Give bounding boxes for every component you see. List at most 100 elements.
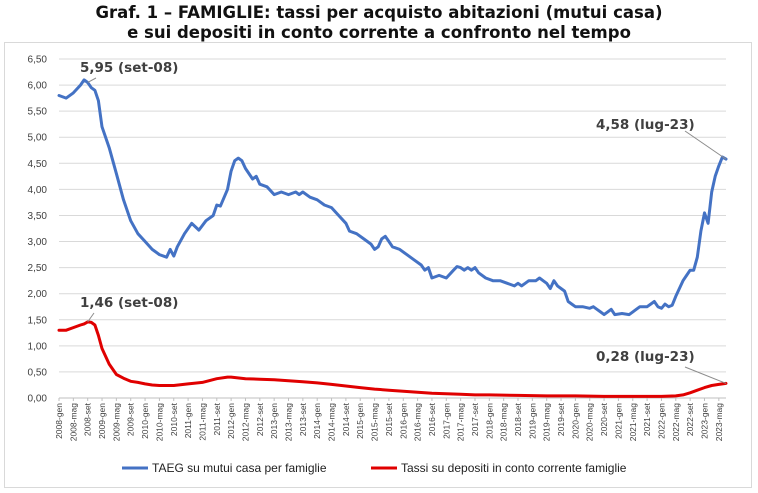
data-point: [406, 253, 408, 256]
data-point: [560, 287, 562, 290]
data-point: [216, 378, 218, 380]
data-point: [567, 300, 569, 303]
x-tick-label: 2009-set: [126, 402, 136, 436]
x-tick-label: 2010-set: [169, 402, 179, 436]
series-line: [57, 78, 728, 317]
data-point: [83, 79, 85, 81]
annotation-label: 0,28 (lug-23): [596, 349, 695, 365]
data-point: [97, 334, 100, 337]
x-tick-label: 2016-gen: [398, 403, 408, 439]
data-point: [90, 321, 92, 323]
data-point: [556, 285, 559, 287]
data-point: [581, 306, 584, 308]
data-point: [65, 97, 67, 99]
x-tick-label: 2017-set: [470, 402, 480, 436]
data-point: [596, 308, 598, 310]
data-point: [373, 388, 376, 390]
data-point: [546, 282, 548, 284]
data-point: [348, 230, 351, 232]
data-point: [538, 277, 541, 279]
y-tick-label: 6,50: [28, 55, 48, 66]
data-point: [191, 222, 193, 224]
data-point: [703, 212, 706, 214]
y-tick-label: 3,50: [28, 211, 48, 222]
data-point: [295, 191, 297, 193]
data-point: [108, 363, 110, 365]
data-point: [424, 269, 426, 271]
chart-frame: [4, 42, 752, 488]
x-tick-label: 2021-gen: [613, 403, 623, 439]
data-point: [273, 194, 275, 196]
data-point: [338, 214, 340, 217]
data-point: [226, 376, 229, 378]
data-point: [151, 384, 153, 386]
data-point: [506, 282, 508, 284]
data-point: [359, 386, 361, 389]
data-point: [302, 381, 304, 383]
grid-lines: [59, 58, 726, 399]
y-tick-label: 2,00: [28, 289, 48, 300]
data-point: [718, 165, 720, 167]
x-tick-label: 2023-gen: [699, 403, 709, 439]
data-point: [452, 269, 455, 271]
x-tick-label: 2023-mag: [714, 403, 724, 442]
data-point: [122, 199, 125, 201]
data-point: [682, 280, 684, 282]
data-point: [646, 306, 648, 308]
data-point: [399, 248, 401, 250]
data-point: [660, 395, 663, 398]
data-point: [226, 188, 229, 190]
data-point: [130, 220, 132, 222]
data-point: [650, 303, 652, 305]
data-point: [244, 378, 247, 380]
data-point: [58, 94, 60, 97]
data-point: [187, 383, 189, 385]
data-point: [266, 186, 268, 188]
legend-label: TAEG su mutui casa per famiglie: [152, 461, 327, 475]
data-point: [144, 240, 146, 243]
data-point: [83, 323, 85, 325]
data-point: [198, 229, 200, 231]
chart-subtitle: e sui depositi in conto corrente a confr…: [127, 23, 631, 42]
x-tick-label: 2009-gen: [97, 403, 107, 439]
data-point: [183, 233, 186, 235]
data-point: [176, 246, 178, 248]
x-tick-label: 2008-gen: [54, 403, 64, 439]
y-tick-label: 5,50: [28, 107, 48, 118]
data-point: [255, 175, 257, 177]
data-point: [97, 100, 100, 102]
y-tick-label: 2,50: [28, 263, 48, 274]
data-point: [456, 265, 458, 268]
data-point: [574, 306, 576, 308]
x-tick-label: 2015-set: [384, 402, 394, 436]
data-point: [201, 381, 204, 383]
data-point: [79, 84, 82, 86]
x-tick-label: 2013-mag: [284, 403, 294, 442]
y-tick-label: 0,00: [28, 394, 48, 405]
data-point: [474, 267, 476, 269]
data-point: [520, 285, 523, 287]
x-tick-label: 2011-mag: [197, 403, 207, 441]
data-point: [402, 390, 404, 392]
x-tick-label: 2008-set: [83, 402, 93, 436]
data-point: [115, 373, 117, 376]
y-tick-label: 4,50: [28, 159, 48, 170]
x-tick-label: 2017-gen: [441, 403, 451, 439]
data-point: [237, 157, 239, 159]
x-tick-label: 2018-set: [513, 402, 523, 436]
x-tick-label: 2014-gen: [312, 403, 322, 439]
data-point: [703, 386, 706, 389]
data-point: [413, 259, 415, 261]
data-point: [137, 233, 139, 235]
y-tick-label: 3,00: [28, 237, 48, 248]
data-point: [363, 238, 365, 240]
data-point: [101, 347, 103, 350]
data-point: [330, 383, 333, 386]
data-point: [388, 240, 390, 243]
data-point: [549, 287, 551, 290]
series-line: [57, 320, 728, 398]
data-point: [632, 395, 634, 398]
data-point: [309, 196, 311, 198]
data-point: [216, 204, 218, 206]
